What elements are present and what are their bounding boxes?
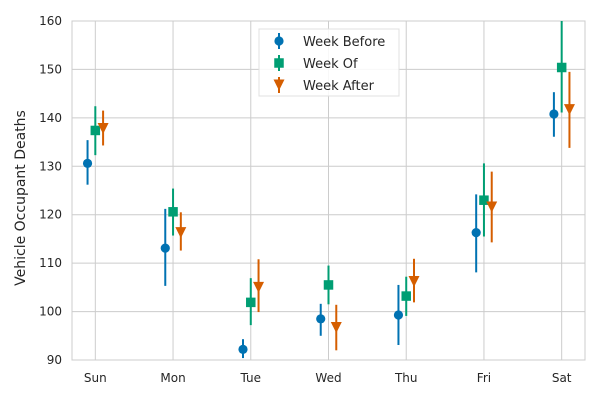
series-week-before xyxy=(82,92,559,359)
data-point xyxy=(486,201,498,213)
series-week-of xyxy=(90,21,567,326)
tick-labels: 90 100 110 120 130 140 150 160 Sun Mon Tue Wed Thu Fr… xyxy=(39,14,572,385)
x-tick-label: Wed xyxy=(315,371,341,385)
data-point xyxy=(82,158,93,168)
y-tick-label: 130 xyxy=(39,159,62,173)
legend-item: Week Before xyxy=(274,33,385,50)
data-point xyxy=(253,281,265,293)
x-tick-label: Thu xyxy=(394,371,418,385)
data-point xyxy=(246,297,256,308)
data-point xyxy=(238,344,248,354)
data-point xyxy=(160,243,170,253)
x-tick-label: Mon xyxy=(160,371,185,385)
data-point xyxy=(401,291,411,301)
y-tick-label: 140 xyxy=(39,111,62,125)
legend: Week Before Week Of Week After xyxy=(258,28,400,97)
data-point xyxy=(556,62,567,73)
data-point xyxy=(175,227,187,239)
data-series xyxy=(82,21,575,359)
plot-border xyxy=(71,20,586,361)
y-tick-label: 100 xyxy=(39,305,62,319)
y-tick-label: 110 xyxy=(39,256,62,270)
y-axis-title: Vehicle Occupant Deaths xyxy=(13,110,29,286)
legend-label: Week Of xyxy=(303,57,358,72)
data-point xyxy=(97,123,109,135)
data-point xyxy=(330,322,342,334)
data-point xyxy=(393,310,404,320)
data-point xyxy=(323,280,334,290)
legend-marker xyxy=(274,58,284,68)
legend-marker xyxy=(273,79,285,91)
legend-item: Week Of xyxy=(274,55,358,72)
x-tick-label: Sun xyxy=(84,371,107,385)
y-tick-label: 160 xyxy=(39,14,62,28)
y-tick-label: 150 xyxy=(39,62,62,76)
data-point xyxy=(168,207,178,217)
data-point xyxy=(549,109,559,119)
plot-frame xyxy=(71,20,586,361)
legend-label: Week After xyxy=(303,79,375,94)
data-point xyxy=(90,125,101,136)
legend-label: Week Before xyxy=(303,35,385,50)
data-point xyxy=(479,195,489,205)
data-point xyxy=(408,276,420,288)
y-tick-label: 90 xyxy=(47,353,62,367)
legend-marker xyxy=(274,36,284,46)
y-tick-label: 120 xyxy=(39,208,62,222)
x-tick-label: Tue xyxy=(240,371,262,385)
x-tick-label: Sat xyxy=(552,371,572,385)
data-point xyxy=(471,228,481,238)
x-tick-label: Fri xyxy=(477,371,491,385)
data-point xyxy=(316,314,326,324)
data-point xyxy=(563,104,575,116)
series-week-after xyxy=(97,71,575,351)
legend-item: Week After xyxy=(273,77,375,94)
